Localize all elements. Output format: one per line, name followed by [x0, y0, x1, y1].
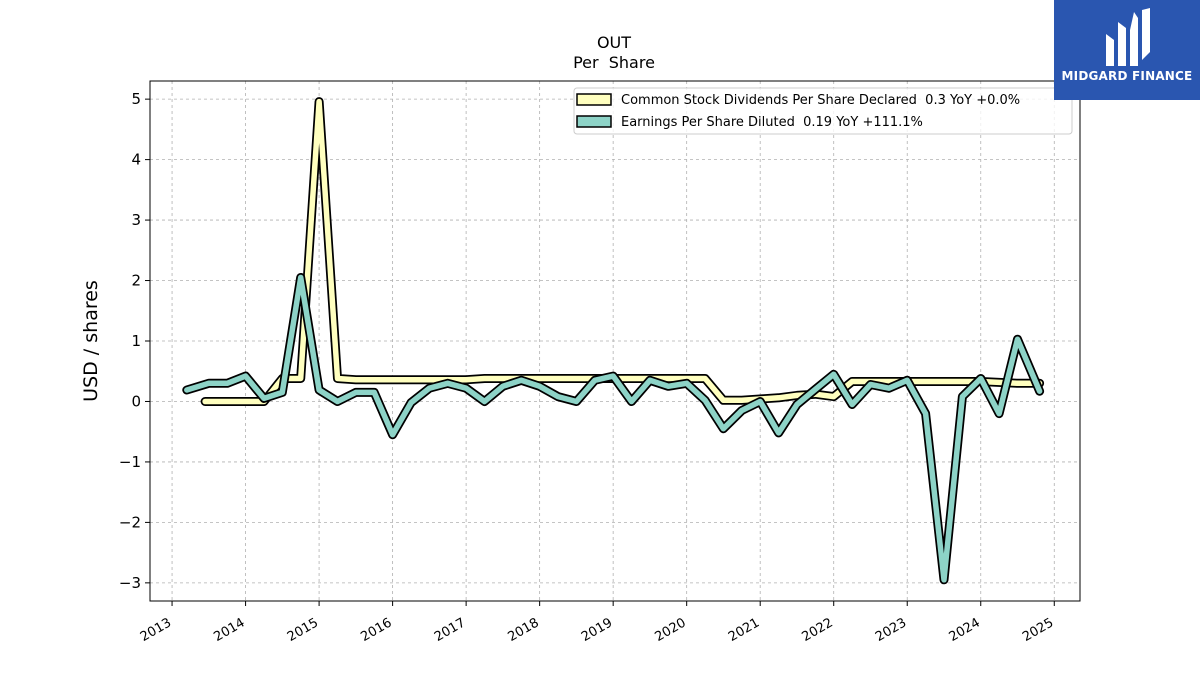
chart-title: OUT	[597, 33, 631, 52]
y-axis-label: USD / shares	[80, 280, 102, 402]
x-tick-label: 2021	[726, 615, 762, 645]
x-tick-label: 2025	[1020, 615, 1056, 645]
y-tick-label: 3	[131, 211, 141, 229]
x-tick-label: 2020	[653, 615, 689, 645]
series-layer	[182, 97, 1045, 585]
x-tick-label: 2024	[947, 615, 983, 645]
y-tick-label: −2	[119, 513, 141, 531]
logo-text: MIDGARD FINANCE	[1061, 69, 1193, 83]
y-tick-label: 5	[131, 90, 141, 108]
y-tick-label: −1	[119, 453, 141, 471]
x-tick-label: 2013	[138, 615, 174, 645]
x-tick-label: 2018	[505, 615, 541, 645]
legend-label-dividends: Common Stock Dividends Per Share Declare…	[621, 93, 1020, 108]
x-tick-label: 2019	[579, 615, 615, 645]
legend-swatch-eps	[576, 115, 612, 128]
legend-label-eps: Earnings Per Share Diluted 0.19 YoY +111…	[621, 115, 923, 130]
series-1-line	[184, 274, 1043, 583]
x-tick-label: 2017	[432, 615, 468, 645]
chart-subtitle: Per Share	[573, 53, 655, 72]
grid-lines	[150, 81, 1080, 601]
y-tick-label: −3	[119, 574, 141, 592]
y-tick-label: 1	[131, 332, 141, 350]
x-tick-label: 2016	[358, 615, 394, 645]
x-tick-label: 2015	[285, 615, 321, 645]
x-tick-label: 2014	[211, 615, 247, 645]
x-tick-label: 2023	[873, 615, 909, 645]
legend: Common Stock Dividends Per Share Declare…	[573, 87, 1073, 135]
y-tick-label: 0	[131, 392, 141, 410]
logo-mark-icon	[1106, 8, 1150, 66]
x-tick-label: 2022	[800, 615, 836, 645]
legend-box	[573, 87, 1073, 135]
legend-swatch-dividends	[576, 93, 612, 106]
series-0-line	[202, 98, 1043, 405]
y-axis: 5 4 3 2 1 0 −1 −2 −3	[119, 90, 150, 592]
x-axis: 2013 2014 2015 2016 2017 2018 2019 2020 2021 2022…	[138, 601, 1056, 645]
y-tick-label: 4	[131, 151, 141, 169]
y-tick-label: 2	[131, 272, 141, 290]
midgard-finance-logo: MIDGARD FINANCE	[1054, 0, 1200, 100]
